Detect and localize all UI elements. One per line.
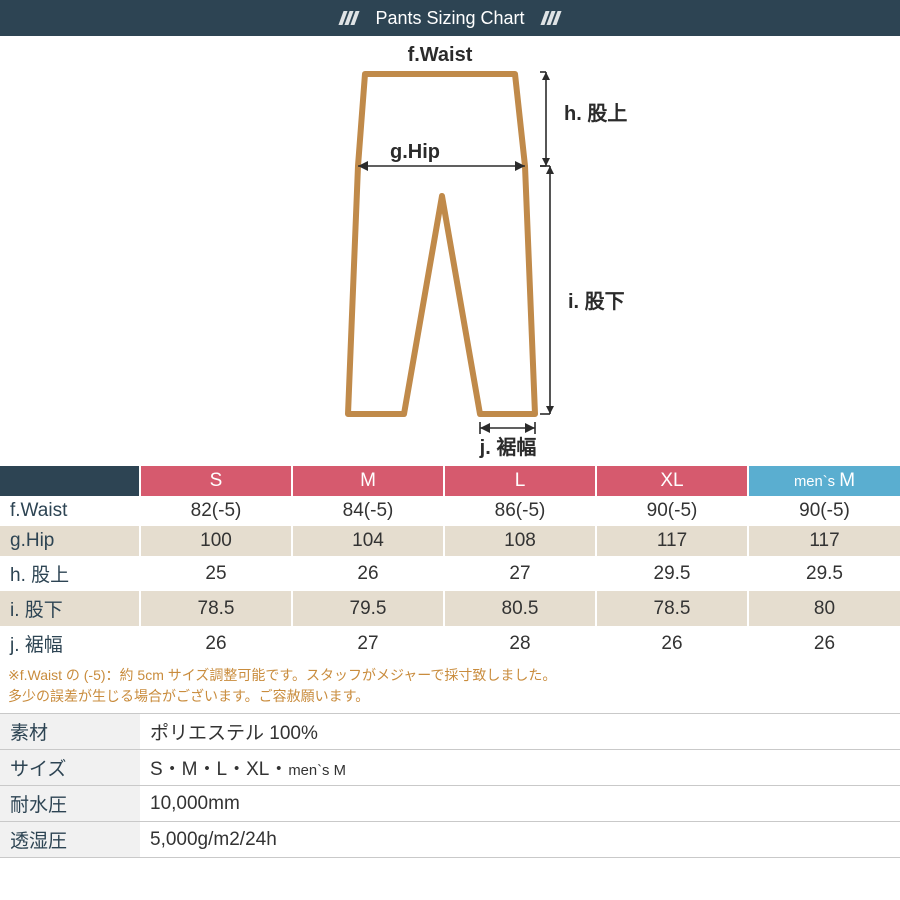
size-cell-3-2: 80.5: [444, 591, 596, 626]
size-table-corner: [0, 466, 140, 496]
size-cell-1-3: 117: [596, 526, 748, 556]
size-cell-4-4: 26: [748, 626, 900, 661]
spec-table-body: 素材ポリエステル 100%サイズS・M・L・XL・men`s M耐水圧10,00…: [0, 714, 900, 858]
size-cell-0-4: 90(-5): [748, 496, 900, 526]
size-cell-0-0: 82(-5): [140, 496, 292, 526]
size-row-label-1: g.Hip: [0, 526, 140, 556]
spec-label-3: 透湿圧: [0, 822, 140, 858]
size-col-3: XL: [596, 466, 748, 496]
size-cell-2-4: 29.5: [748, 556, 900, 591]
size-cell-3-4: 80: [748, 591, 900, 626]
size-cell-3-1: 79.5: [292, 591, 444, 626]
size-table: SMLXLmen`s M f.Waist82(-5)84(-5)86(-5)90…: [0, 466, 900, 661]
title-bar: Pants Sizing Chart: [0, 0, 900, 36]
size-cell-1-2: 108: [444, 526, 596, 556]
diagram-label-j: j. 裾幅: [479, 435, 537, 459]
spec-label-1: サイズ: [0, 750, 140, 786]
size-cell-4-0: 26: [140, 626, 292, 661]
size-cell-0-1: 84(-5): [292, 496, 444, 526]
size-cell-4-1: 27: [292, 626, 444, 661]
decor-right: [543, 11, 559, 25]
size-cell-1-0: 100: [140, 526, 292, 556]
diagram-label-h: h. 股上: [564, 102, 627, 125]
diagram-label-g: g.Hip: [390, 141, 440, 163]
size-cell-3-3: 78.5: [596, 591, 748, 626]
footnote: ※f.Waist の (-5)：約 5cm サイズ調整可能です。スタッフがメジャ…: [0, 661, 900, 713]
size-cell-0-2: 86(-5): [444, 496, 596, 526]
pants-diagram: f.Waist g.Hip h. 股上 i. 股下 j. 裾幅: [0, 36, 900, 466]
size-table-body: f.Waist82(-5)84(-5)86(-5)90(-5)90(-5)g.H…: [0, 496, 900, 661]
diagram-label-f: f.Waist: [408, 44, 473, 66]
size-cell-1-4: 117: [748, 526, 900, 556]
spec-value-3: 5,000g/m2/24h: [140, 822, 900, 858]
size-col-0: S: [140, 466, 292, 496]
spec-value-1: S・M・L・XL・men`s M: [140, 750, 900, 786]
size-cell-2-2: 27: [444, 556, 596, 591]
decor-left: [341, 11, 357, 25]
diagram-label-i: i. 股下: [568, 290, 625, 313]
footnote-line1: ※f.Waist の (-5)：約 5cm サイズ調整可能です。スタッフがメジャ…: [8, 665, 892, 686]
spec-value-2: 10,000mm: [140, 786, 900, 822]
spec-label-2: 耐水圧: [0, 786, 140, 822]
size-col-4: men`s M: [748, 466, 900, 496]
size-col-1: M: [292, 466, 444, 496]
size-cell-1-1: 104: [292, 526, 444, 556]
size-cell-2-0: 25: [140, 556, 292, 591]
size-row-label-4: j. 裾幅: [0, 626, 140, 661]
page-title: Pants Sizing Chart: [375, 8, 524, 29]
size-cell-2-1: 26: [292, 556, 444, 591]
size-table-head: SMLXLmen`s M: [0, 466, 900, 496]
footnote-line2: 多少の誤差が生じる場合がございます。ご容赦願います。: [8, 686, 892, 707]
size-cell-2-3: 29.5: [596, 556, 748, 591]
pants-diagram-svg: f.Waist g.Hip h. 股上 i. 股下 j. 裾幅: [190, 36, 710, 466]
size-cell-0-3: 90(-5): [596, 496, 748, 526]
size-row-label-2: h. 股上: [0, 556, 140, 591]
spec-table: 素材ポリエステル 100%サイズS・M・L・XL・men`s M耐水圧10,00…: [0, 713, 900, 858]
size-cell-4-3: 26: [596, 626, 748, 661]
size-row-label-0: f.Waist: [0, 496, 140, 526]
size-cell-3-0: 78.5: [140, 591, 292, 626]
spec-value-0: ポリエステル 100%: [140, 714, 900, 750]
size-row-label-3: i. 股下: [0, 591, 140, 626]
size-cell-4-2: 28: [444, 626, 596, 661]
size-col-2: L: [444, 466, 596, 496]
spec-label-0: 素材: [0, 714, 140, 750]
